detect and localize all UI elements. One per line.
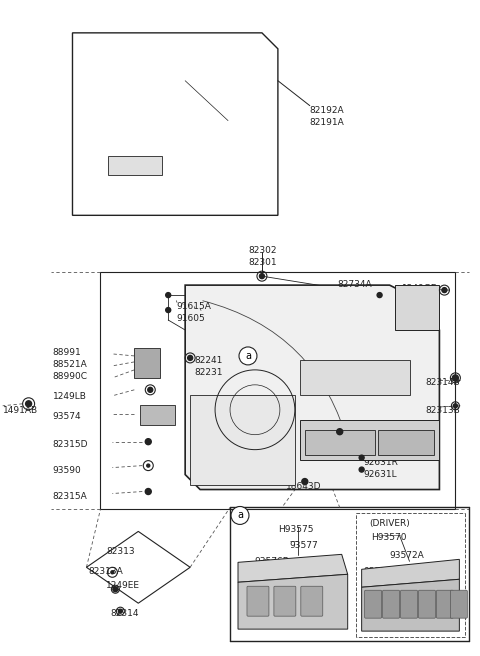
Text: 1249EE: 1249EE <box>107 581 140 590</box>
Text: 82302: 82302 <box>248 246 276 255</box>
Circle shape <box>166 308 171 312</box>
FancyBboxPatch shape <box>247 586 269 616</box>
Text: 92631R: 92631R <box>364 458 398 466</box>
Text: 88991: 88991 <box>52 348 81 357</box>
Text: 82314: 82314 <box>110 609 139 618</box>
Text: 1491AB: 1491AB <box>3 406 38 415</box>
FancyBboxPatch shape <box>301 586 323 616</box>
Text: 82313A: 82313A <box>88 567 123 577</box>
FancyBboxPatch shape <box>436 590 454 618</box>
FancyBboxPatch shape <box>365 590 382 618</box>
Polygon shape <box>238 574 348 629</box>
FancyBboxPatch shape <box>274 586 296 616</box>
Text: 93572A: 93572A <box>390 551 424 560</box>
Polygon shape <box>108 155 162 175</box>
Circle shape <box>188 356 192 360</box>
Circle shape <box>231 506 249 524</box>
Text: 93590: 93590 <box>52 466 81 474</box>
Polygon shape <box>238 554 348 583</box>
Polygon shape <box>395 285 439 330</box>
Text: 93577: 93577 <box>290 541 319 550</box>
Polygon shape <box>361 579 459 631</box>
Circle shape <box>359 455 364 460</box>
Text: 82315D: 82315D <box>52 440 88 449</box>
Polygon shape <box>190 395 295 485</box>
FancyBboxPatch shape <box>400 590 418 618</box>
Text: H93570: H93570 <box>372 533 407 543</box>
Circle shape <box>454 404 457 408</box>
Circle shape <box>359 467 364 472</box>
Text: (DRIVER): (DRIVER) <box>370 520 410 529</box>
Text: 1249LB: 1249LB <box>52 392 86 401</box>
FancyBboxPatch shape <box>419 590 435 618</box>
Text: 82315A: 82315A <box>52 491 87 501</box>
Text: 82301: 82301 <box>248 258 276 267</box>
Polygon shape <box>378 430 434 455</box>
Text: 82192A: 82192A <box>310 106 345 115</box>
Circle shape <box>452 375 458 381</box>
Text: 18643D: 18643D <box>316 422 351 431</box>
Text: 82314B: 82314B <box>425 378 460 387</box>
FancyBboxPatch shape <box>383 590 399 618</box>
Text: 82231: 82231 <box>194 368 223 377</box>
Circle shape <box>145 489 151 495</box>
Polygon shape <box>134 348 160 378</box>
Polygon shape <box>300 360 409 395</box>
Text: 91605: 91605 <box>176 314 205 323</box>
Text: 18643D: 18643D <box>286 482 322 491</box>
Circle shape <box>442 287 447 293</box>
Circle shape <box>147 464 150 467</box>
Circle shape <box>111 571 114 574</box>
Text: H93575: H93575 <box>278 525 313 535</box>
Circle shape <box>336 429 343 435</box>
Circle shape <box>260 274 264 279</box>
Text: 82734A: 82734A <box>338 280 372 289</box>
Text: 82710D: 82710D <box>358 441 393 451</box>
Polygon shape <box>305 430 374 455</box>
Text: 88521A: 88521A <box>52 360 87 369</box>
Polygon shape <box>361 560 459 587</box>
Circle shape <box>148 387 153 392</box>
Circle shape <box>239 347 257 365</box>
Text: 1249GE: 1249GE <box>402 284 437 293</box>
Text: 93576B: 93576B <box>254 558 289 566</box>
Polygon shape <box>140 405 175 424</box>
Circle shape <box>145 439 151 445</box>
Circle shape <box>377 293 382 298</box>
Text: 82720D: 82720D <box>358 430 393 439</box>
Circle shape <box>302 479 308 485</box>
Circle shape <box>119 609 122 613</box>
Text: 82241: 82241 <box>194 356 223 365</box>
Text: 93571A: 93571A <box>364 567 398 577</box>
Polygon shape <box>185 285 439 489</box>
Text: 82191A: 82191A <box>310 117 345 127</box>
Text: a: a <box>237 510 243 520</box>
Text: 93574: 93574 <box>52 412 81 420</box>
Text: 82313: 82313 <box>107 547 135 556</box>
Polygon shape <box>300 420 439 460</box>
FancyBboxPatch shape <box>450 590 468 618</box>
Text: 92631L: 92631L <box>364 470 397 479</box>
Text: 91615A: 91615A <box>176 302 211 311</box>
Circle shape <box>166 293 171 298</box>
Text: 82313B: 82313B <box>425 406 460 415</box>
Circle shape <box>113 586 118 592</box>
Text: a: a <box>245 351 251 361</box>
Text: 88990C: 88990C <box>52 372 87 381</box>
Circle shape <box>25 401 32 407</box>
